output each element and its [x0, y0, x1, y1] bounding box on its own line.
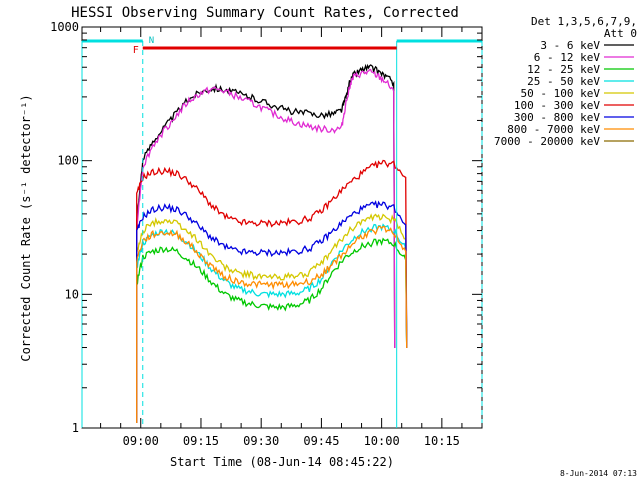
- x-tick-label: 09:15: [183, 434, 219, 448]
- legend-header: Det 1,3,5,6,7,9,: [531, 15, 637, 28]
- series-line: [136, 200, 408, 423]
- y-tick-label: 10: [65, 287, 79, 301]
- legend-entry-label: 12 - 25 keV: [527, 63, 600, 76]
- legend-entry-label: 800 - 7000 keV: [507, 123, 600, 136]
- series-line: [136, 159, 408, 423]
- x-tick-label: 09:30: [243, 434, 279, 448]
- y-tick-label: 1000: [50, 20, 79, 34]
- series-layer: [136, 63, 408, 423]
- series-line: [136, 237, 408, 423]
- x-axis-label: Start Time (08-Jun-14 08:45:22): [170, 455, 394, 469]
- axis-layer: 09:00 09:15 09:30 09:45 10:00 10:15 1 10 100 1000: [50, 20, 483, 448]
- x-tick-label: 10:15: [424, 434, 460, 448]
- legend-header: Att 0: [604, 27, 637, 40]
- series-line: [136, 68, 396, 423]
- legend-entry-label: 3 - 6 keV: [540, 39, 600, 52]
- plot-frame: [81, 26, 483, 429]
- annotation-layer: NF: [81, 36, 483, 428]
- legend-entry-label: 25 - 50 keV: [527, 75, 600, 88]
- legend-entry-label: 300 - 800 keV: [514, 111, 600, 124]
- y-tick-label: 100: [57, 154, 79, 168]
- legend-entry-label: 6 - 12 keV: [534, 51, 601, 64]
- series-line: [136, 225, 408, 423]
- x-tick-label: 09:45: [303, 434, 339, 448]
- night-label: N: [149, 36, 154, 46]
- flare-label: F: [133, 45, 139, 56]
- legend-entry-label: 50 - 100 keV: [521, 87, 601, 100]
- series-line: [136, 213, 408, 423]
- y-tick-label: 1: [72, 421, 79, 435]
- legend-entry-label: 100 - 300 keV: [514, 99, 600, 112]
- x-tick-label: 10:00: [364, 434, 400, 448]
- x-tick-label: 09:00: [123, 434, 159, 448]
- legend-entry-label: 7000 - 20000 keV: [494, 135, 600, 148]
- chart-title: HESSI Observing Summary Count Rates, Cor…: [71, 5, 459, 21]
- date-stamp: 8-Jun-2014 07:13: [560, 469, 637, 478]
- y-axis-label: Corrected Count Rate (s⁻¹ detector⁻¹): [19, 94, 33, 361]
